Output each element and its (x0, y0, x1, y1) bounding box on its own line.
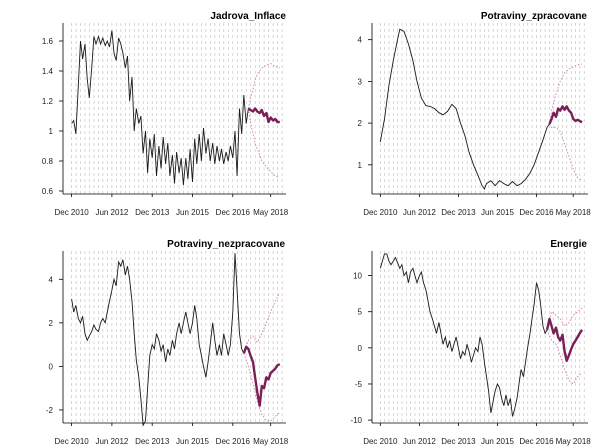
panel-title: Potraviny_nezpracovane (167, 239, 285, 250)
x-tick-label: Dec 2016 (519, 437, 554, 446)
panel-energie: Energie -10 -5 0 5 10 Dec 2010 Jun 2012 Dec 201… (350, 239, 591, 446)
grid (379, 23, 585, 194)
upper-line (243, 292, 281, 354)
y-tick-label: 2 (358, 119, 363, 128)
x-tick-label: Jun 2012 (403, 437, 436, 446)
x-tick-label: Jun 2015 (176, 208, 209, 217)
x-tick-label: Jun 2015 (481, 437, 514, 446)
x-tick-label: Dec 2013 (441, 208, 476, 217)
panel-title: Energie (550, 239, 587, 250)
y-tick-label: 5 (358, 308, 363, 317)
x-tick-label: May 2018 (556, 208, 592, 217)
forecast-line (242, 345, 281, 407)
forecast-line (545, 317, 584, 362)
x-tick-label: Dec 2010 (363, 437, 398, 446)
lower-line (549, 123, 583, 182)
x-tick-label: Dec 2016 (216, 208, 251, 217)
forecast-line (548, 105, 583, 125)
upper-line (549, 63, 583, 124)
y-tick-label: 0 (49, 362, 54, 371)
x-tick-label: Dec 2010 (54, 437, 89, 446)
panel-title: Jadrova_Inflace (210, 11, 286, 22)
y-tick-label: 4 (358, 36, 363, 45)
y-tick-label: 1.6 (42, 37, 54, 46)
x-tick-label: Dec 2016 (216, 437, 251, 446)
y-tick-label: 1.2 (42, 97, 54, 106)
x-tick-label: Dec 2010 (363, 208, 398, 217)
lower-line (546, 329, 583, 385)
history-line (379, 253, 548, 417)
x-tick-label: May 2018 (556, 437, 592, 446)
x-tick-label: Dec 2013 (135, 437, 170, 446)
y-tick-label: 0.8 (42, 157, 54, 166)
history-line (379, 28, 550, 190)
x-tick-label: May 2018 (253, 208, 289, 217)
lower-line (247, 108, 280, 178)
lower-line (243, 353, 281, 422)
y-tick-label: 2 (49, 319, 54, 328)
y-tick-label: -10 (350, 416, 362, 425)
grid (71, 251, 283, 423)
forecast-line (247, 107, 280, 124)
panel-potraviny-zpracovane: Potraviny_zpracovane 1 2 3 4 Dec 2010 Jun 201… (358, 11, 592, 217)
x-tick-label: May 2018 (253, 437, 289, 446)
y-tick-label: 0 (358, 344, 363, 353)
upper-line (546, 307, 583, 330)
x-tick-label: Dec 2013 (135, 208, 170, 217)
y-tick-label: 10 (353, 272, 362, 281)
y-tick-label: 4 (49, 275, 54, 284)
history-line (71, 253, 245, 427)
history-line (71, 30, 249, 186)
x-tick-label: Jun 2012 (95, 208, 128, 217)
y-tick-label: -2 (46, 406, 54, 415)
panel-title: Potraviny_zpracovane (481, 11, 588, 22)
x-tick-label: Jun 2015 (176, 437, 209, 446)
grid (71, 23, 283, 194)
panel-potraviny-nezpracovane: Potraviny_nezpracovane -2 0 2 4 Dec 2010 Jun … (46, 239, 289, 446)
y-tick-label: -5 (355, 380, 363, 389)
x-tick-label: Dec 2016 (519, 208, 554, 217)
x-tick-label: Dec 2010 (54, 208, 89, 217)
upper-line (247, 63, 280, 109)
x-tick-label: Jun 2012 (95, 437, 128, 446)
y-tick-label: 1.4 (42, 67, 54, 76)
x-tick-label: Jun 2012 (403, 208, 436, 217)
grid (379, 251, 585, 423)
y-tick-label: 1 (358, 161, 363, 170)
x-tick-label: Dec 2013 (441, 437, 476, 446)
y-tick-label: 3 (358, 77, 363, 86)
y-tick-label: 0.6 (42, 187, 54, 196)
y-tick-label: 1 (49, 127, 54, 136)
panel-jadrova-inflace: Jadrova_Inflace 0.6 0.8 1 1.2 1.4 1.6 Dec 2010… (42, 11, 289, 217)
x-tick-label: Jun 2015 (481, 208, 514, 217)
